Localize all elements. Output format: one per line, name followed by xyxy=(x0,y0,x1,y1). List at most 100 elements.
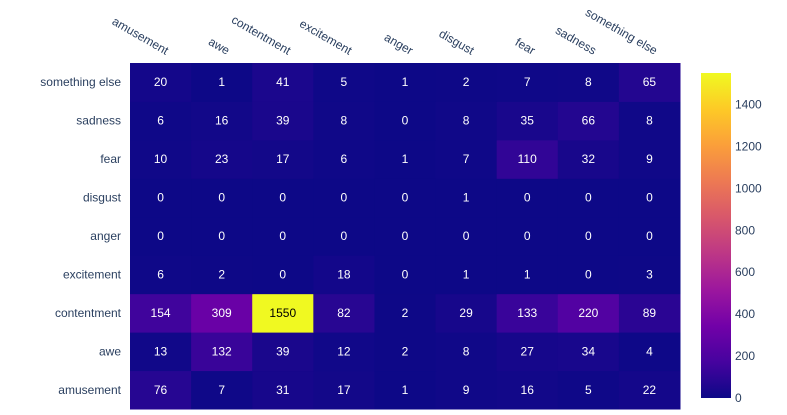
heatmap-cell xyxy=(191,293,253,333)
heatmap-cell xyxy=(618,370,681,410)
heatmap-cell xyxy=(557,139,620,179)
colorbar-tick-label: 800 xyxy=(735,223,755,237)
heatmap-cell xyxy=(496,370,559,410)
heatmap-cell xyxy=(191,255,253,295)
heatmap-cell-label: 1 xyxy=(524,267,531,281)
heatmap-cell-label: 110 xyxy=(518,152,537,166)
heatmap-cell-label: 12 xyxy=(337,344,351,358)
heatmap-cell-label: 6 xyxy=(157,267,164,281)
heatmap-cell xyxy=(435,293,498,333)
heatmap-cell xyxy=(313,139,375,179)
heatmap-cell xyxy=(435,178,498,218)
heatmap-cell-label: 20 xyxy=(154,75,168,89)
heatmap-cell xyxy=(313,293,375,333)
heatmap-cell xyxy=(435,216,498,256)
heatmap-cell xyxy=(130,139,192,179)
heatmap-cell-label: 1 xyxy=(402,152,409,166)
heatmap-cell-label: 7 xyxy=(463,152,470,166)
colorbar-tick-label: 200 xyxy=(735,349,755,363)
heatmap-cell xyxy=(374,178,437,218)
heatmap-cell xyxy=(130,101,192,141)
heatmap-cell-label: 0 xyxy=(524,229,531,243)
heatmap-cell-label: 5 xyxy=(341,75,348,89)
x-tick-label: contentment xyxy=(229,12,294,57)
heatmap-cell-label: 3 xyxy=(646,267,653,281)
heatmap-cell xyxy=(618,139,681,179)
heatmap-cell-label: 7 xyxy=(218,383,225,397)
x-tick-label: anger xyxy=(382,30,416,57)
heatmap-cell xyxy=(618,293,681,333)
heatmap-cell xyxy=(618,216,681,256)
heatmap-cell-label: 220 xyxy=(578,306,598,320)
heatmap-cell xyxy=(496,139,559,179)
heatmap-cell-label: 5 xyxy=(585,383,592,397)
heatmap-cell xyxy=(313,63,375,102)
heatmap-cell-label: 8 xyxy=(585,75,592,89)
heatmap-cell-label: 0 xyxy=(585,191,592,205)
heatmap-cell-label: 89 xyxy=(643,306,657,320)
heatmap-cell-label: 2 xyxy=(402,306,409,320)
heatmap-cell xyxy=(130,255,192,295)
heatmap-cell xyxy=(130,370,192,410)
heatmap-cell-label: 0 xyxy=(157,229,164,243)
heatmap-cell-label: 4 xyxy=(646,344,653,358)
heatmap-cell xyxy=(435,139,498,179)
heatmap-cell xyxy=(557,63,620,102)
heatmap-cell-label: 0 xyxy=(341,229,348,243)
heatmap-cell-label: 22 xyxy=(643,383,657,397)
heatmap-cell-label: 2 xyxy=(218,267,225,281)
heatmap-cell xyxy=(313,255,375,295)
colorbar-tick-label: 1000 xyxy=(735,181,762,195)
heatmap-cell-label: 1 xyxy=(463,267,470,281)
heatmap-cell-label: 35 xyxy=(521,114,535,128)
heatmap-cell xyxy=(191,139,253,179)
heatmap-cell xyxy=(313,370,375,410)
heatmap-cell-label: 0 xyxy=(646,229,653,243)
heatmap-cell xyxy=(374,370,437,410)
heatmap-cell xyxy=(618,255,681,295)
heatmap-cell xyxy=(557,370,620,410)
heatmap-cell-label: 0 xyxy=(279,229,286,243)
heatmap-cell-label: 8 xyxy=(463,114,470,128)
x-tick-label: amusement xyxy=(110,14,172,58)
heatmap-cell-label: 0 xyxy=(463,229,470,243)
heatmap-cell xyxy=(618,332,681,372)
heatmap-cell xyxy=(435,63,498,102)
heatmap-cell-label: 1 xyxy=(402,383,409,397)
heatmap-cell xyxy=(374,255,437,295)
y-axis-ticks: amusement awe contentment excitement anger di… xyxy=(40,75,121,397)
heatmap-cell-label: 9 xyxy=(646,152,653,166)
heatmap-cell-label: 8 xyxy=(646,114,653,128)
y-tick-label: fear xyxy=(100,152,121,166)
heatmap-cell-label: 309 xyxy=(212,306,232,320)
heatmap-cell-label: 2 xyxy=(402,344,409,358)
colorbar-tick-label: 600 xyxy=(735,265,755,279)
heatmap-cell xyxy=(374,293,437,333)
heatmap-cell-label: 9 xyxy=(463,383,470,397)
heatmap-cell xyxy=(191,216,253,256)
colorbar-gradient xyxy=(701,73,731,398)
heatmap-cell xyxy=(496,216,559,256)
heatmap-cell xyxy=(435,370,498,410)
heatmap-cell-label: 1 xyxy=(218,75,225,89)
heatmap-cell xyxy=(618,178,681,218)
heatmap-cell-label: 0 xyxy=(524,191,531,205)
heatmap-cell xyxy=(496,293,559,333)
heatmap-cell xyxy=(252,332,314,372)
heatmap-cell xyxy=(252,293,314,333)
x-tick-label: disgust xyxy=(437,26,478,57)
heatmap-cell xyxy=(191,332,253,372)
heatmap-cell xyxy=(313,216,375,256)
heatmap-cell-label: 18 xyxy=(337,267,351,281)
heatmap-cell-label: 34 xyxy=(582,344,596,358)
heatmap-cell xyxy=(252,101,314,141)
heatmap-cell xyxy=(496,332,559,372)
heatmap-cell xyxy=(191,178,253,218)
heatmap-cell xyxy=(557,255,620,295)
heatmap-cell-label: 82 xyxy=(337,306,351,320)
colorbar-tick-label: 1400 xyxy=(735,97,762,111)
heatmap-cell-label: 0 xyxy=(218,229,225,243)
